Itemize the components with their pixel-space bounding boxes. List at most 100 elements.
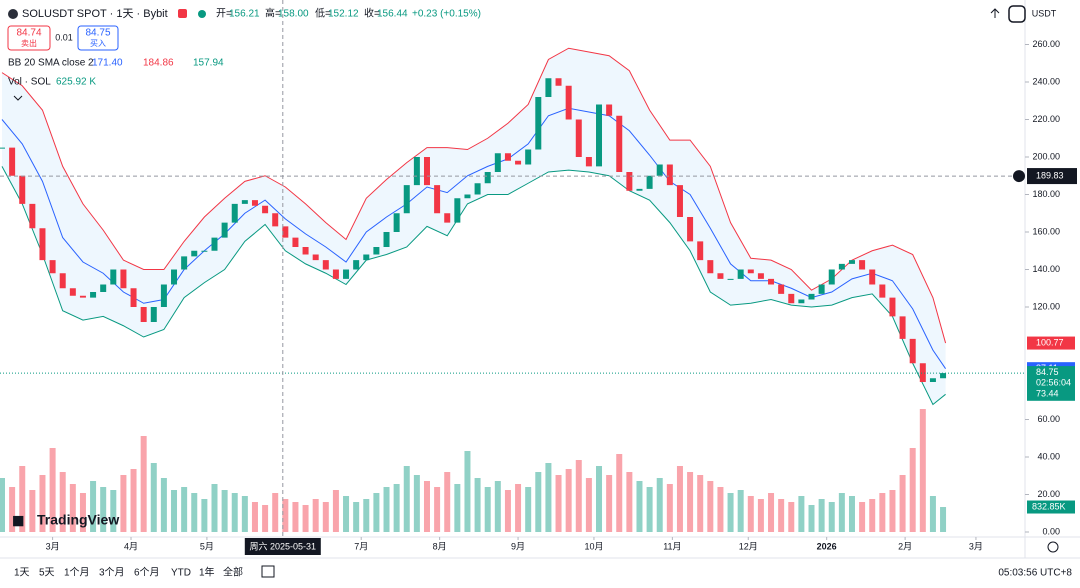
x-tick-label: 5月 bbox=[200, 541, 214, 551]
candle bbox=[181, 256, 188, 270]
candle bbox=[666, 164, 673, 186]
x-tick-label: 8月 bbox=[433, 541, 447, 551]
range-button[interactable]: 1个月 bbox=[64, 567, 90, 579]
candle bbox=[525, 149, 532, 165]
settings-icon[interactable] bbox=[1008, 5, 1026, 23]
volume-bar bbox=[79, 493, 86, 532]
volume-bar bbox=[808, 505, 815, 532]
buy-price: 84.75 bbox=[85, 28, 110, 39]
candle bbox=[575, 119, 582, 157]
x-tick-label: 10月 bbox=[584, 541, 603, 551]
volume-bar bbox=[130, 469, 137, 532]
candle bbox=[69, 288, 76, 296]
x-tick-label: 7月 bbox=[354, 541, 368, 551]
candle bbox=[757, 273, 764, 279]
candle bbox=[221, 222, 228, 238]
volume-bar bbox=[373, 493, 380, 532]
scale-icon[interactable] bbox=[990, 8, 1000, 18]
y-tick-label: 0.00 bbox=[1042, 526, 1060, 536]
candle bbox=[241, 200, 248, 204]
volume-bar bbox=[413, 475, 420, 532]
ohlc-label: 高= bbox=[265, 7, 281, 20]
volume-bar bbox=[788, 502, 795, 532]
range-button[interactable]: 全部 bbox=[223, 566, 243, 579]
buy-label: 买入 bbox=[90, 39, 106, 48]
range-button[interactable]: 1年 bbox=[199, 566, 215, 579]
volume-bar bbox=[768, 493, 775, 532]
ohlc-value: 158.00 bbox=[278, 9, 309, 20]
volume-bar bbox=[272, 493, 279, 532]
volume-bar bbox=[484, 487, 491, 532]
candle bbox=[413, 157, 420, 186]
volume-bar bbox=[332, 490, 339, 532]
candle bbox=[130, 288, 137, 307]
volume-tag-label: 832.85K bbox=[1032, 501, 1066, 511]
y-tick-label: 160.00 bbox=[1032, 226, 1060, 236]
y-tick-label: 60.00 bbox=[1037, 414, 1060, 424]
volume-bar bbox=[353, 502, 360, 532]
y-tick-label: 40.00 bbox=[1037, 451, 1060, 461]
bb-lower: 157.94 bbox=[193, 58, 224, 69]
volume-bar bbox=[494, 481, 501, 532]
y-tick-label: 220.00 bbox=[1032, 114, 1060, 124]
volume-bar bbox=[0, 478, 5, 532]
x-tick-label: 3月 bbox=[969, 541, 983, 551]
volume-bar bbox=[292, 502, 299, 532]
y-tick-label: 240.00 bbox=[1032, 76, 1060, 86]
candle bbox=[211, 237, 218, 251]
candle bbox=[251, 200, 258, 206]
range-button[interactable]: 6个月 bbox=[134, 567, 160, 579]
candle bbox=[515, 160, 522, 165]
volume-bar bbox=[262, 505, 269, 532]
volume-bar bbox=[899, 475, 906, 532]
x-tick-label: 3月 bbox=[46, 541, 60, 551]
change: +0.23 (+0.15%) bbox=[412, 9, 481, 20]
plot bbox=[0, 47, 947, 532]
range-button[interactable]: 5天 bbox=[39, 568, 55, 579]
volume-bar bbox=[504, 490, 511, 532]
candle bbox=[626, 172, 633, 191]
y-tick-label: 180.00 bbox=[1032, 189, 1060, 199]
crosshair-y-label: 189.83 bbox=[1036, 170, 1064, 180]
bb-middle: 171.40 bbox=[92, 58, 123, 69]
flag-icon[interactable] bbox=[178, 9, 187, 18]
volume-bar bbox=[727, 493, 734, 532]
candle bbox=[262, 205, 269, 214]
crosshair-add[interactable] bbox=[1013, 170, 1025, 183]
volume-bar bbox=[929, 496, 936, 532]
candle bbox=[585, 157, 592, 167]
currency[interactable]: USDT bbox=[1032, 8, 1057, 18]
x-tick-label: 12月 bbox=[739, 541, 758, 551]
candle bbox=[717, 273, 724, 279]
candle bbox=[231, 203, 238, 223]
candle bbox=[403, 185, 410, 214]
collapse-icon[interactable] bbox=[13, 95, 23, 101]
buy-button[interactable] bbox=[77, 25, 119, 51]
volume-bar bbox=[282, 499, 289, 532]
volume-bar bbox=[120, 475, 127, 532]
volume-bar bbox=[889, 490, 896, 532]
symbol[interactable]: SOLUSDT SPOT · 1天 · Bybit bbox=[22, 8, 168, 20]
candle bbox=[464, 194, 471, 199]
clock: 05:03:56 UTC+8 bbox=[998, 568, 1072, 579]
range-button[interactable]: YTD bbox=[171, 568, 191, 579]
volume-bar bbox=[676, 466, 683, 532]
volume-bar bbox=[940, 507, 947, 532]
calendar-icon[interactable] bbox=[261, 565, 275, 578]
sell-button[interactable] bbox=[7, 25, 51, 51]
candle bbox=[454, 198, 461, 223]
volume-bar bbox=[575, 460, 582, 532]
candle bbox=[302, 247, 309, 255]
volume-bar bbox=[150, 463, 157, 532]
range-button[interactable]: 3个月 bbox=[99, 567, 125, 579]
volume-bar bbox=[201, 499, 208, 532]
range-button[interactable]: 1天 bbox=[14, 568, 30, 579]
candle bbox=[79, 295, 86, 298]
candle bbox=[444, 213, 451, 223]
volume-bar bbox=[211, 484, 218, 532]
candle bbox=[332, 269, 339, 279]
candle bbox=[160, 284, 167, 307]
ohlc-label: 开= bbox=[216, 9, 232, 20]
price-tag bbox=[1027, 387, 1075, 401]
axis-settings[interactable] bbox=[1047, 541, 1059, 553]
